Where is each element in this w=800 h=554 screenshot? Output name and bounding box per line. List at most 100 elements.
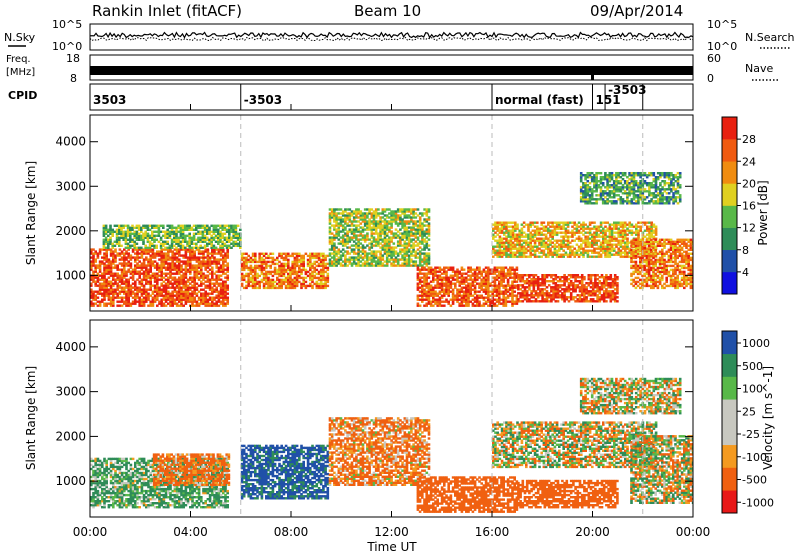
data-cell	[390, 256, 393, 259]
data-cell	[267, 278, 270, 282]
data-cell	[538, 247, 541, 250]
data-cell	[136, 296, 139, 299]
data-cell	[306, 264, 310, 268]
data-cell	[103, 296, 106, 299]
data-cell	[449, 290, 453, 293]
data-cell	[432, 270, 435, 273]
data-cell	[140, 302, 144, 305]
data-cell	[407, 238, 411, 241]
data-cell	[206, 224, 209, 227]
data-cell	[125, 252, 128, 255]
data-cell	[370, 228, 374, 231]
data-cell	[513, 278, 516, 281]
data-cell	[396, 234, 400, 237]
data-cell	[383, 220, 387, 223]
data-cell	[363, 250, 367, 253]
data-cell	[564, 221, 568, 224]
data-cell	[443, 290, 446, 293]
data-cell	[505, 227, 508, 230]
data-cell	[357, 246, 360, 249]
data-cell	[363, 256, 367, 259]
data-cell	[637, 239, 640, 242]
data-cell	[158, 290, 161, 293]
data-cell	[109, 260, 113, 263]
data-cell	[169, 268, 172, 271]
data-cell	[357, 240, 360, 243]
data-cell	[199, 230, 202, 233]
data-cell	[184, 298, 188, 301]
data-cell	[401, 254, 404, 257]
data-cell	[621, 235, 625, 238]
data-cell	[506, 270, 510, 273]
data-cell	[425, 264, 429, 267]
data-cell	[122, 238, 125, 241]
data-cell	[107, 272, 111, 275]
data-cell	[503, 237, 506, 240]
data-cell	[226, 296, 229, 299]
data-cell	[396, 224, 400, 227]
data-cell	[149, 304, 152, 307]
data-cell	[529, 253, 532, 256]
data-cell	[167, 278, 170, 281]
data-cell	[291, 284, 294, 288]
data-cell	[324, 282, 327, 286]
data-cell	[504, 272, 508, 275]
data-cell	[136, 250, 139, 253]
data-cell	[221, 240, 224, 243]
data-cell	[116, 296, 119, 299]
data-cell	[604, 221, 607, 224]
data-cell	[582, 247, 585, 250]
data-cell	[352, 258, 356, 261]
data-cell	[652, 225, 656, 228]
data-cell	[102, 240, 106, 243]
data-cell	[260, 278, 264, 282]
data-cell	[352, 250, 356, 253]
data-cell	[551, 235, 554, 238]
data-cell	[344, 232, 347, 235]
data-cell	[251, 284, 255, 288]
data-cell	[256, 274, 259, 278]
data-cell	[436, 270, 439, 273]
data-cell	[149, 264, 152, 267]
data-cell	[295, 270, 299, 274]
data-cell	[514, 251, 517, 254]
data-cell	[300, 256, 303, 260]
data-cell	[105, 286, 108, 289]
data-cell	[407, 254, 411, 257]
data-cell	[131, 270, 135, 273]
data-cell	[493, 294, 497, 297]
data-cell	[608, 253, 612, 256]
data-cell	[514, 237, 517, 240]
data-cell	[219, 286, 223, 289]
data-cell	[287, 278, 290, 282]
data-cell	[496, 245, 499, 248]
data-cell	[575, 223, 579, 226]
data-cell	[621, 229, 625, 232]
data-cell	[109, 252, 113, 255]
data-cell	[529, 241, 532, 244]
data-cell	[169, 304, 172, 307]
data-cell	[575, 237, 579, 240]
data-cell	[127, 264, 130, 267]
data-cell	[242, 256, 246, 260]
data-cell	[208, 240, 211, 243]
data-cell	[494, 235, 497, 238]
data-cell	[608, 255, 612, 258]
data-cell	[142, 304, 146, 307]
data-cell	[311, 264, 314, 268]
data-cell	[383, 222, 387, 225]
data-cell	[160, 268, 163, 271]
data-cell	[125, 274, 128, 277]
data-cell	[555, 233, 559, 236]
data-cell	[361, 218, 365, 221]
data-cell	[146, 236, 150, 239]
data-cell	[527, 243, 530, 246]
data-cell	[123, 264, 126, 267]
data-cell	[414, 262, 418, 265]
data-cell	[403, 208, 407, 211]
data-cell	[94, 298, 97, 301]
data-cell	[127, 256, 130, 259]
data-cell	[410, 244, 413, 247]
data-cell	[467, 296, 470, 299]
data-cell	[619, 231, 623, 234]
